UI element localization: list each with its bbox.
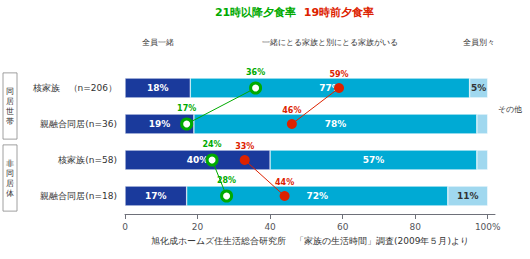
svg-text:非: 非 <box>6 159 14 168</box>
svg-text:5%: 5% <box>471 83 486 93</box>
svg-text:一緒にとる家族と別にとる家族がいる: 一緒にとる家族と別にとる家族がいる <box>262 38 398 47</box>
svg-text:78%: 78% <box>325 119 347 129</box>
svg-text:居: 居 <box>6 179 14 188</box>
svg-text:親融合同居(n=18): 親融合同居(n=18) <box>40 191 117 201</box>
svg-text:同: 同 <box>6 169 14 178</box>
svg-text:77%: 77% <box>319 83 341 93</box>
svg-text:親融合同居(n=36): 親融合同居(n=36) <box>40 119 117 129</box>
svg-text:世: 世 <box>6 107 14 116</box>
svg-text:72%: 72% <box>306 191 328 201</box>
svg-text:40%: 40% <box>187 155 209 165</box>
svg-text:80: 80 <box>409 222 421 232</box>
svg-text:20: 20 <box>192 222 204 232</box>
svg-text:57%: 57% <box>363 155 385 165</box>
svg-text:100%: 100% <box>475 222 501 232</box>
svg-text:全員一緒: 全員一緒 <box>142 38 174 47</box>
svg-text:19時前夕食率: 19時前夕食率 <box>304 6 374 19</box>
svg-text:40: 40 <box>264 222 276 232</box>
svg-text:旭化成ホームズ住生活総合研究所 「家族の生活時間」調査(20: 旭化成ホームズ住生活総合研究所 「家族の生活時間」調査(2009年５月)より <box>151 236 469 246</box>
svg-text:帯: 帯 <box>6 117 14 126</box>
svg-text:同: 同 <box>6 87 14 96</box>
svg-text:17%: 17% <box>145 191 167 201</box>
svg-text:24%: 24% <box>202 140 221 149</box>
svg-text:18%: 18% <box>147 83 169 93</box>
svg-text:46%: 46% <box>282 106 301 115</box>
svg-text:居: 居 <box>6 97 14 106</box>
svg-text:17%: 17% <box>177 104 196 113</box>
svg-text:核家族(n=58): 核家族(n=58) <box>57 155 117 165</box>
svg-text:21時以降夕食率: 21時以降夕食率 <box>215 6 296 19</box>
svg-text:59%: 59% <box>329 70 348 79</box>
svg-text:60: 60 <box>337 222 349 232</box>
svg-text:19%: 19% <box>149 119 171 129</box>
svg-text:核家族 （n=206）: 核家族 （n=206） <box>32 83 117 93</box>
svg-text:11%: 11% <box>457 191 479 201</box>
svg-text:28%: 28% <box>217 176 236 185</box>
svg-text:44%: 44% <box>275 178 294 187</box>
svg-text:体: 体 <box>6 189 14 198</box>
svg-text:36%: 36% <box>246 68 265 77</box>
svg-text:全員別々: 全員別々 <box>463 38 495 47</box>
svg-text:33%: 33% <box>235 142 254 151</box>
svg-text:0: 0 <box>122 222 128 232</box>
svg-text:その他: その他 <box>498 105 522 114</box>
